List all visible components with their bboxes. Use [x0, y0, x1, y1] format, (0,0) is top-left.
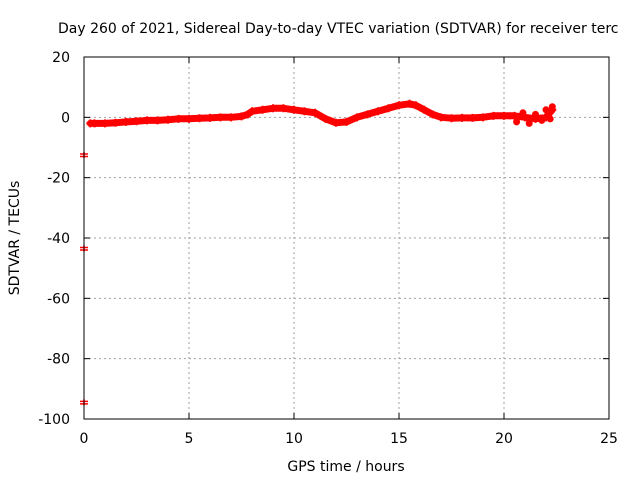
data-point: [269, 104, 277, 113]
data-point: [510, 111, 519, 120]
data-point: [525, 119, 533, 127]
data-point: [468, 113, 477, 122]
x-tick-label: 0: [80, 431, 89, 447]
data-series: [80, 99, 557, 406]
data-point: [132, 117, 141, 126]
data-point: [174, 114, 183, 123]
data-point: [384, 104, 393, 113]
x-tick-label: 5: [185, 431, 194, 447]
data-point: [332, 118, 340, 127]
data-point: [548, 105, 557, 114]
data-point: [395, 101, 403, 110]
data-point: [489, 111, 498, 120]
data-point: [143, 116, 151, 125]
y-tick-label: -60: [47, 291, 70, 307]
data-point: [195, 114, 204, 123]
y-tick-label: -20: [47, 171, 70, 187]
data-point: [532, 110, 539, 118]
data-point: [243, 110, 252, 119]
data-point: [428, 110, 437, 119]
data-point: [405, 99, 414, 108]
data-point: [237, 112, 246, 121]
data-point: [164, 115, 172, 124]
data-point: [300, 107, 309, 116]
data-point: [458, 113, 466, 122]
data-point: [153, 116, 162, 125]
data-point: [542, 106, 550, 114]
grid-lines: [84, 57, 609, 419]
data-point: [500, 111, 508, 120]
data-point: [311, 108, 319, 117]
data-point: [279, 104, 288, 113]
data-point: [122, 117, 130, 126]
x-axis-label: GPS time / hours: [287, 459, 404, 475]
data-point: [447, 114, 456, 123]
data-point: [542, 113, 550, 122]
x-tick-label: 20: [495, 431, 513, 447]
data-point: [506, 112, 514, 120]
y-axis-label: SDTVAR / TECUs: [7, 181, 23, 296]
tick-labels: 0 5 10 15 20 25 -100 -80 -60 -40 -20 0 20: [38, 50, 618, 447]
data-point: [185, 114, 193, 123]
data-point: [206, 113, 214, 122]
data-point: [216, 113, 225, 122]
y-tick-label: -100: [38, 412, 70, 428]
data-point: [290, 105, 298, 114]
data-point: [321, 114, 330, 123]
axis-ticks: [83, 56, 610, 420]
y-tick-label: 20: [52, 50, 70, 66]
data-point: [411, 101, 420, 110]
data-point: [420, 105, 429, 114]
data-point: [363, 110, 372, 119]
data-point: [258, 105, 267, 114]
data-point: [342, 117, 351, 126]
data-point: [513, 118, 521, 126]
data-point: [437, 113, 445, 122]
x-tick-label: 15: [390, 431, 408, 447]
data-point: [374, 107, 382, 116]
data-point: [248, 107, 256, 116]
data-point: [227, 113, 235, 122]
chart-title: Day 260 of 2021, Sidereal Day-to-day VTE…: [58, 21, 618, 37]
x-tick-label: 25: [600, 431, 618, 447]
data-point: [479, 113, 487, 122]
y-tick-label: -40: [47, 231, 70, 247]
data-point: [90, 119, 99, 128]
y-tick-label: -80: [47, 352, 70, 368]
data-point: [531, 114, 540, 123]
data-point: [521, 113, 529, 122]
data-point: [353, 113, 361, 122]
data-point: [538, 116, 546, 124]
data-point: [111, 118, 120, 127]
x-tick-label: 10: [285, 431, 303, 447]
y-tick-label: 0: [61, 110, 70, 126]
data-point: [101, 119, 109, 128]
